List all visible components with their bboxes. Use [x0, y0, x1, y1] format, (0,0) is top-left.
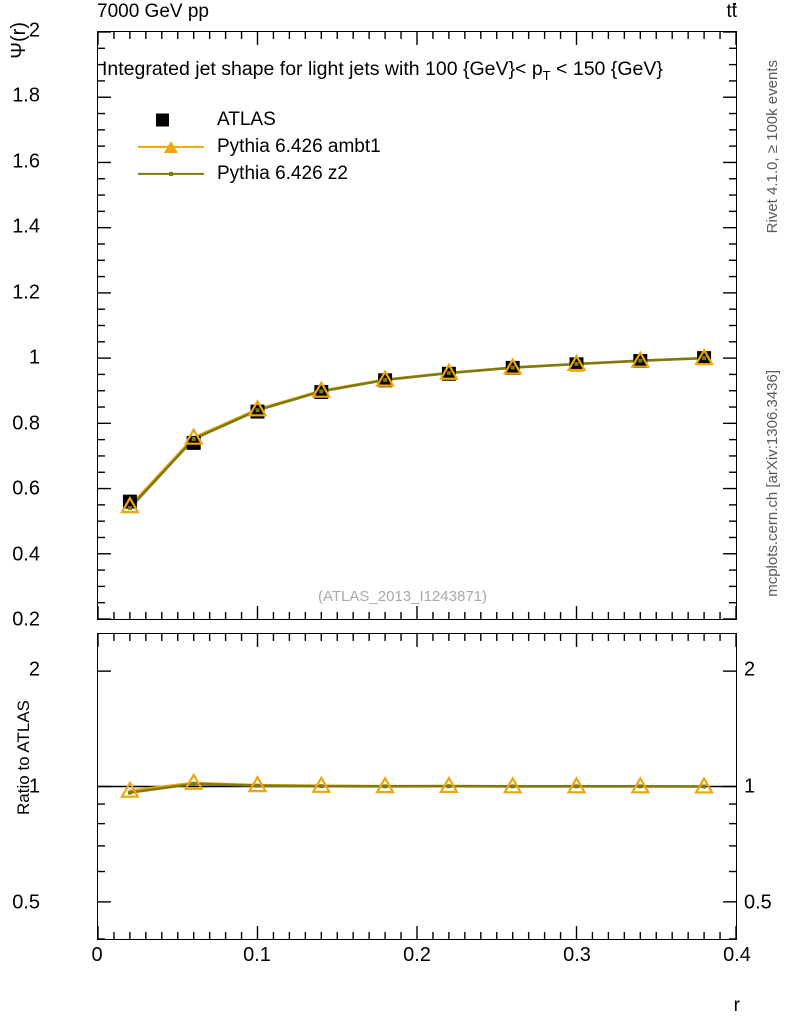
legend-item-ambt1[interactable]: Pythia 6.426 ambt1: [138, 133, 438, 160]
ratio-plot-panel: [97, 633, 737, 940]
y-tick-label-main: 1.4: [12, 215, 40, 238]
ratio-plot-canvas: [97, 634, 737, 940]
y-tick-label-main: 0.8: [12, 412, 40, 435]
y-tick-label-main: 1.2: [12, 281, 40, 304]
plot-title-part2: < 150 {GeV}: [550, 58, 663, 80]
x-tick-label: 0.4: [723, 944, 751, 966]
legend-label-ambt1: Pythia 6.426 ambt1: [217, 135, 381, 157]
x-tick-label: 0.2: [403, 944, 431, 966]
legend-key-z2: [138, 163, 204, 185]
y-tick-label-ratio-right: 1: [744, 775, 756, 797]
legend-key-ambt1: [138, 136, 204, 158]
y-axis-title-main: Ψ(r): [8, 22, 30, 59]
y-tick-label-ratio-right: 2: [744, 658, 756, 681]
plot-title: Integrated jet shape for light jets with…: [102, 58, 663, 83]
x-tick-label: 0: [91, 944, 103, 966]
y-tick-label-main: 1.6: [12, 150, 40, 173]
y-tick-label-main: 0.2: [12, 608, 40, 631]
y-tick-label-ratio-right: 0.5: [744, 891, 772, 914]
legend-item-atlas[interactable]: ATLAS: [138, 106, 438, 133]
x-tick-label: 0.3: [563, 944, 591, 966]
legend-label-z2: Pythia 6.426 z2: [217, 162, 348, 184]
y-tick-label-main: 1.8: [12, 84, 40, 107]
triangle-marker-icon: [164, 140, 178, 153]
analysis-watermark: (ATLAS_2013_I1243871): [318, 588, 488, 605]
rivet-credit: Rivet 4.1.0, ≥ 100k events: [764, 60, 781, 234]
process-label: tt: [726, 1, 737, 22]
legend-label-atlas: ATLAS: [217, 108, 276, 130]
main-plot-canvas: [97, 31, 737, 620]
y-tick-label-main: 0.6: [12, 477, 40, 500]
y-tick-label-main: 1: [28, 346, 40, 369]
legend: ATLAS Pythia 6.426 ambt1 Pythia 6.426 z2: [138, 106, 438, 187]
plot-title-subscript: T: [542, 67, 551, 83]
y-tick-label-main: 2: [28, 19, 40, 42]
dot-marker-icon: [169, 171, 173, 176]
plot-title-part1: Integrated jet shape for light jets with…: [102, 58, 543, 80]
x-tick-label: 0.1: [243, 944, 271, 966]
y-tick-label-main: 0.4: [12, 543, 40, 566]
y-tick-label-ratio-left: 1: [28, 775, 40, 797]
mcplots-credit: mcplots.cern.ch [arXiv:1306.3436]: [764, 370, 781, 597]
x-axis-title: r: [733, 995, 740, 1016]
beam-energy-label: 7000 GeV pp: [97, 1, 209, 22]
y-tick-label-ratio-left: 2: [28, 658, 40, 681]
main-plot-panel: [97, 31, 737, 620]
legend-item-z2[interactable]: Pythia 6.426 z2: [138, 160, 438, 187]
square-marker-icon: [156, 113, 169, 126]
legend-key-atlas: [138, 109, 204, 131]
y-tick-label-ratio-left: 0.5: [12, 891, 40, 914]
